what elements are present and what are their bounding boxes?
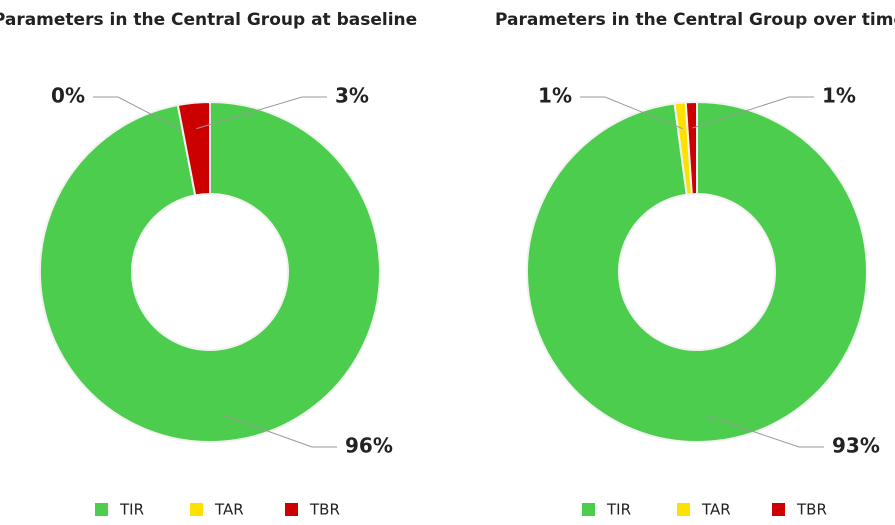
legend-label: TBR: [796, 501, 827, 519]
legend-swatch: [190, 503, 203, 516]
value-label: 93%: [832, 434, 880, 458]
value-label: 0%: [51, 84, 85, 108]
value-label: 96%: [345, 434, 393, 458]
legend-label: TAR: [214, 501, 244, 519]
leader-line: [580, 96, 683, 130]
leader-line: [692, 96, 814, 129]
chart-title: Parameters in the Central Group at basel…: [0, 10, 417, 30]
slice: [526, 100, 868, 443]
value-label: 1%: [822, 84, 856, 108]
leader-line: [93, 96, 183, 132]
slice: [176, 100, 211, 197]
value-label: 1%: [538, 84, 572, 108]
legend-swatch: [677, 503, 690, 516]
legend-label: TIR: [119, 501, 144, 519]
legend-swatch: [772, 503, 785, 516]
chart-title: Parameters in the Central Group over tim…: [495, 10, 895, 30]
legend-label: TIR: [606, 501, 631, 519]
legend-swatch: [95, 503, 108, 516]
legend-swatch: [582, 503, 595, 516]
leader-line: [196, 96, 327, 130]
legend-label: TBR: [309, 501, 340, 519]
slice: [684, 100, 698, 196]
legend-swatch: [285, 503, 298, 516]
value-label: 3%: [335, 84, 369, 108]
leader-line: [223, 414, 337, 448]
legend-label: TAR: [701, 501, 731, 519]
leader-line: [706, 415, 824, 448]
slice: [39, 100, 381, 443]
